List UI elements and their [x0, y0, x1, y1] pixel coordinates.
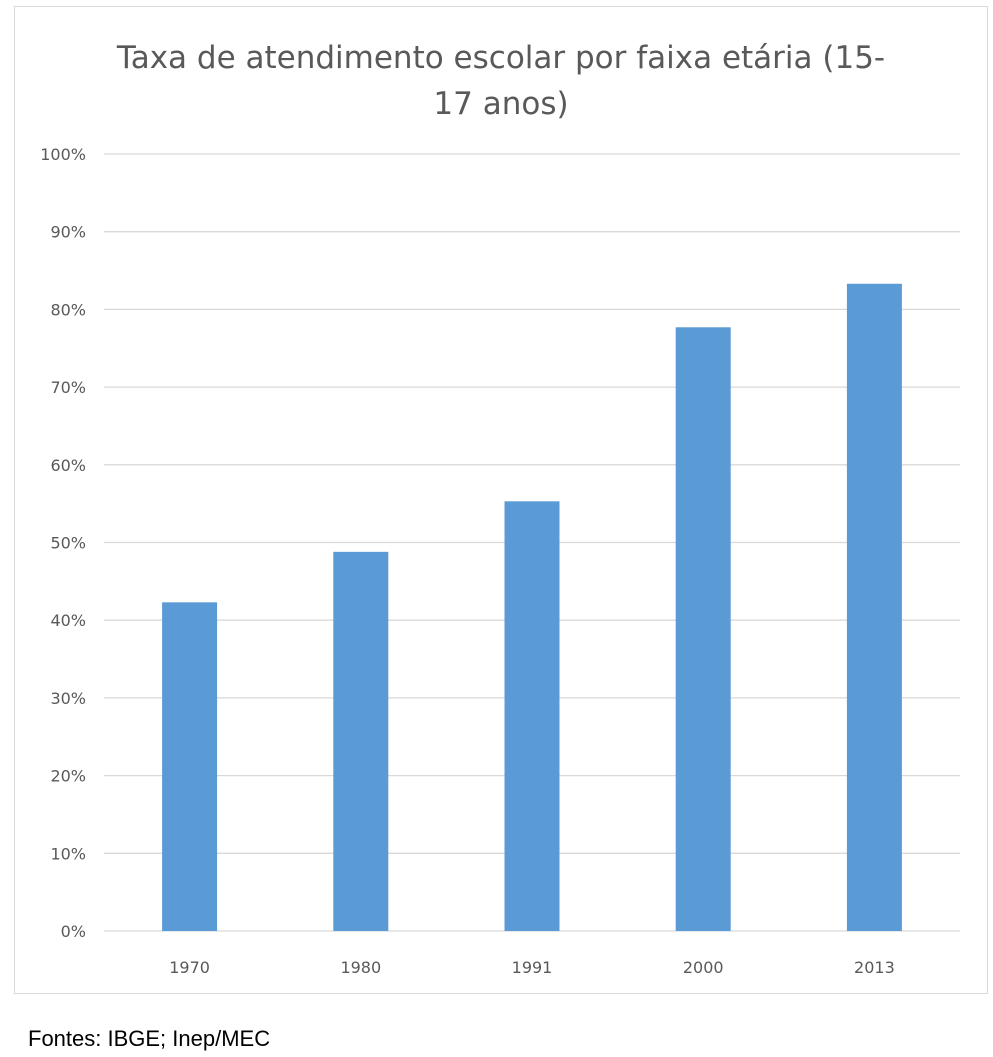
- x-tick-label: 2013: [854, 958, 895, 977]
- bar-1970: [162, 602, 218, 931]
- y-tick-label: 100%: [40, 145, 86, 164]
- source-note: Fontes: IBGE; Inep/MEC: [28, 1026, 271, 1051]
- y-tick-label: 20%: [50, 767, 86, 786]
- y-tick-label: 10%: [50, 844, 86, 863]
- y-tick-label: 90%: [50, 223, 86, 242]
- x-tick-label: 1991: [512, 958, 553, 977]
- y-tick-label: 30%: [50, 689, 86, 708]
- y-tick-label: 0%: [61, 922, 86, 941]
- bar-1991: [504, 501, 560, 931]
- bar-chart: 0% 10% 20% 30% 40% 50% 60% 70% 80% 90% 100% 1970 198…: [40, 145, 960, 977]
- chart-title: Taxa de atendimento escolar por faixa et…: [116, 40, 886, 122]
- y-tick-label: 60%: [50, 456, 86, 475]
- y-tick-label: 40%: [50, 611, 86, 630]
- bar-1980: [333, 551, 389, 931]
- y-tick-label: 80%: [50, 300, 86, 319]
- x-tick-label: 2000: [683, 958, 724, 977]
- x-tick-label: 1980: [340, 958, 381, 977]
- y-tick-label: 50%: [50, 534, 86, 553]
- bar-2013: [846, 283, 902, 931]
- bar-2000: [675, 327, 731, 931]
- y-tick-label: 70%: [50, 378, 86, 397]
- x-tick-label: 1970: [169, 958, 210, 977]
